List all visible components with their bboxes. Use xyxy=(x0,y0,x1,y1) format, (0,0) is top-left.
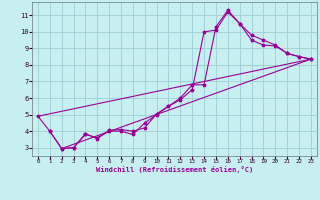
X-axis label: Windchill (Refroidissement éolien,°C): Windchill (Refroidissement éolien,°C) xyxy=(96,166,253,173)
